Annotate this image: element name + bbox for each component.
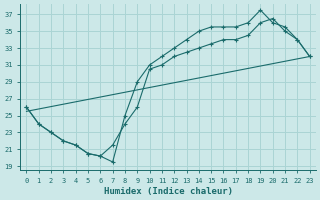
X-axis label: Humidex (Indice chaleur): Humidex (Indice chaleur) — [104, 187, 233, 196]
